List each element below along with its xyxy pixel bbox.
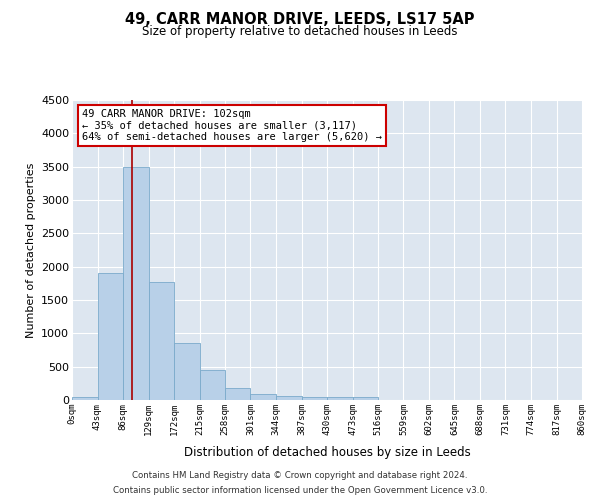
Text: Contains public sector information licensed under the Open Government Licence v3: Contains public sector information licen… — [113, 486, 487, 495]
Text: 49, CARR MANOR DRIVE, LEEDS, LS17 5AP: 49, CARR MANOR DRIVE, LEEDS, LS17 5AP — [125, 12, 475, 28]
Bar — [276, 396, 302, 400]
Text: Size of property relative to detached houses in Leeds: Size of property relative to detached ho… — [142, 25, 458, 38]
Bar — [225, 388, 251, 400]
Bar — [174, 344, 199, 400]
Y-axis label: Number of detached properties: Number of detached properties — [26, 162, 35, 338]
X-axis label: Distribution of detached houses by size in Leeds: Distribution of detached houses by size … — [184, 446, 470, 459]
Bar — [302, 398, 327, 400]
Bar — [149, 282, 174, 400]
Bar — [97, 274, 123, 400]
Bar — [251, 394, 276, 400]
Bar — [72, 396, 97, 400]
Bar — [123, 166, 149, 400]
Bar — [353, 398, 378, 400]
Bar — [327, 398, 353, 400]
Text: Contains HM Land Registry data © Crown copyright and database right 2024.: Contains HM Land Registry data © Crown c… — [132, 471, 468, 480]
Bar — [199, 370, 225, 400]
Text: 49 CARR MANOR DRIVE: 102sqm
← 35% of detached houses are smaller (3,117)
64% of : 49 CARR MANOR DRIVE: 102sqm ← 35% of det… — [82, 109, 382, 142]
